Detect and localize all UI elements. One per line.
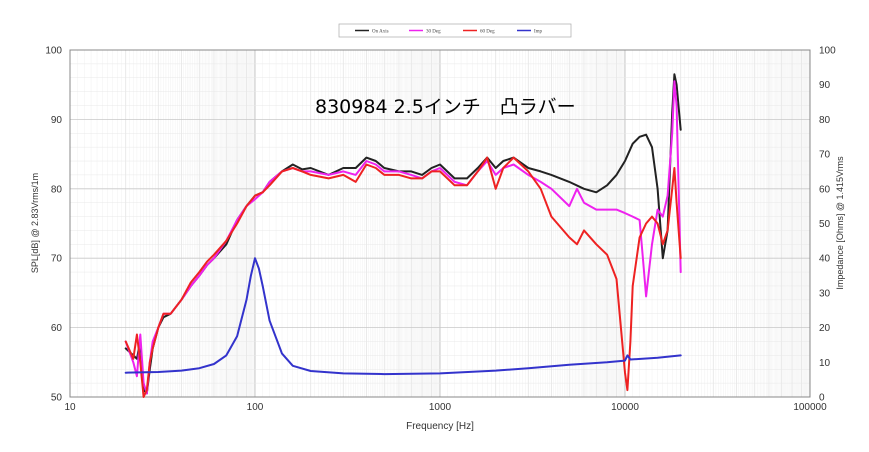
overlay-title: 830984 2.5インチ 凸ラバー [315,96,576,118]
y-left-tick-label: 50 [51,393,63,404]
plot-frame [69,49,811,398]
y-right-tick-label: 20 [819,323,831,334]
y-left-tick-label: 70 [51,254,63,265]
y-left-tick-label: 60 [51,323,63,334]
legend-box [338,23,572,38]
legend-label-on-axis: On Axis [372,30,389,35]
right-axis-label: Impedance [Ohms] @ 1.415Vrms [835,156,845,290]
y-right-tick-label: 70 [819,150,831,161]
x-tick-label: 10000 [611,402,639,413]
x-tick-label: 1000 [429,402,452,413]
y-right-tick-label: 40 [819,254,831,265]
legend-items: On Axis 30 Deg 60 Deg Imp [355,30,543,35]
y-right-tick-label: 30 [819,288,831,299]
x-tick-label: 100000 [793,402,827,413]
y-right-tick-label: 100 [819,46,836,57]
tick-labels: 10 100 1000 10000 10000050607080901000102030… [45,46,836,414]
left-axis-label: SPL[dB] @ 2.83Vrms/1m [30,173,40,273]
series-line-60-deg [124,156,682,398]
x-axis-label: Frequency [Hz] [406,421,474,432]
legend-label-30-deg: 30 Deg [426,30,441,35]
x-tick-label: 10 [64,402,76,413]
y-right-tick-label: 80 [819,115,831,126]
y-right-tick-label: 50 [819,219,831,230]
y-right-tick-label: 60 [819,184,831,195]
grid [69,49,811,398]
x-tick-label: 100 [247,402,264,413]
series-line-imp [124,257,682,376]
y-right-tick-label: 10 [819,358,831,369]
y-left-tick-label: 90 [51,115,63,126]
series-group [124,73,682,398]
y-right-tick-label: 0 [819,393,825,404]
legend-label-60-deg: 60 Deg [480,30,495,35]
legend: On Axis 30 Deg 60 Deg Imp [338,23,572,38]
y-left-tick-label: 80 [51,184,63,195]
y-right-tick-label: 90 [819,80,831,91]
legend-label-imp: Imp [534,30,543,35]
y-left-tick-label: 100 [45,46,62,57]
